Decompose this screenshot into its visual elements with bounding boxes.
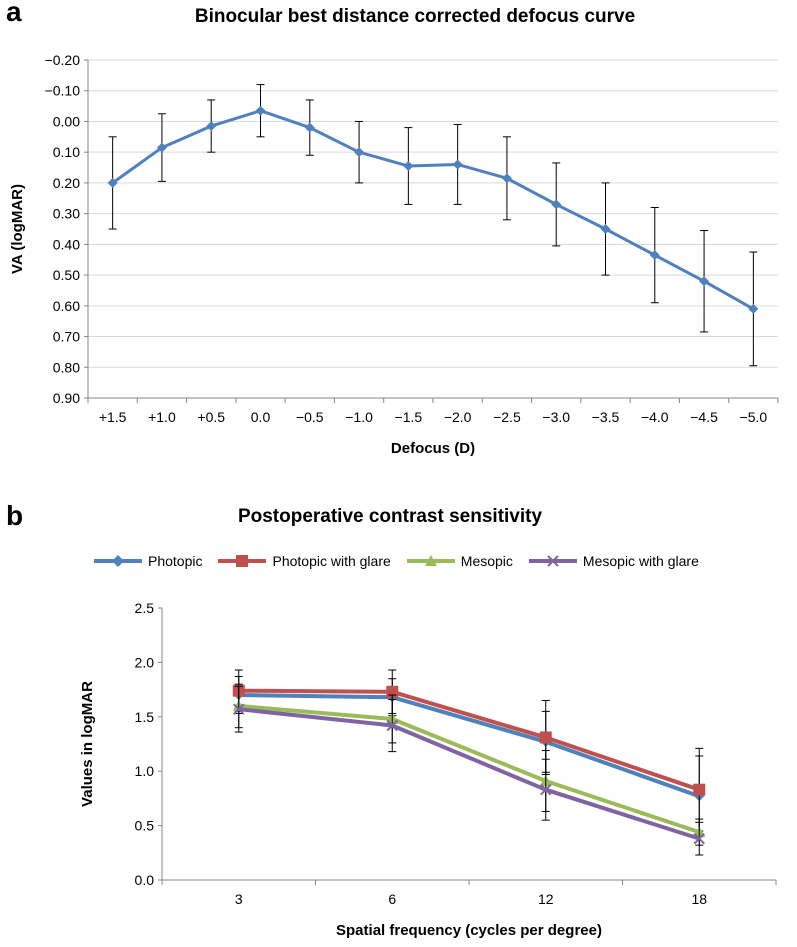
- chart-a-series-0-point: [699, 276, 710, 287]
- chart-a-x-tick-label: −4.0: [641, 409, 669, 425]
- chart-a-x-tick-label: −3.0: [542, 409, 570, 425]
- legend-label-photopic: Photopic: [148, 553, 203, 569]
- legend-item-photopic: Photopic: [94, 553, 202, 569]
- chart-b-series-1-point: [539, 731, 552, 744]
- chart-b-y-tick-label: 2.5: [135, 600, 155, 616]
- chart-b-legend: Photopic Photopic with glare Mesopic Mes…: [94, 550, 715, 572]
- chart-a-x-tick-label: −1.5: [395, 409, 423, 425]
- chart-a-x-tick-label: −5.0: [740, 409, 768, 425]
- legend-swatch-mesopic-glare: [528, 555, 577, 567]
- chart-a-x-tick-label: −3.5: [592, 409, 620, 425]
- chart-b-series-1-line: [238, 688, 700, 792]
- chart-a-title: Binocular best distance corrected defocu…: [194, 6, 636, 27]
- chart-a-y-tick-label: 0.50: [53, 267, 80, 283]
- chart-a-y-tick-label: −0.20: [45, 52, 81, 68]
- chart-a-y-axis-title: VA (logMAR): [9, 184, 26, 274]
- chart-b-x-tick-label: 12: [538, 891, 554, 907]
- chart-b-series-1-point: [693, 783, 706, 796]
- legend-item-mesopic: Mesopic: [406, 553, 513, 569]
- chart-a-y-tick-label: 0.20: [53, 175, 80, 191]
- chart-a-y-tick-label: 0.70: [53, 329, 80, 345]
- chart-b-series-3-point: [386, 719, 398, 732]
- chart-b-y-axis-title: Values in logMAR: [79, 681, 96, 807]
- chart-b-series-0-line: [238, 693, 700, 799]
- chart-b-series-2-line: [238, 703, 700, 835]
- chart-a-series-0-point: [107, 177, 118, 188]
- chart-a-series-0-point: [403, 161, 414, 172]
- chart-a-series-0-line: [111, 109, 755, 311]
- legend-label-mesopic-glare: Mesopic with glare: [582, 553, 699, 569]
- legend-swatch-photopic: [94, 555, 142, 567]
- chart-b-y-tick-label: 1.5: [135, 709, 155, 725]
- chart-b-y-tick-label: 1.0: [135, 763, 155, 779]
- chart-b-series-3-point: [693, 832, 705, 845]
- chart-a-series-0-point: [649, 250, 660, 261]
- chart-a-x-tick-label: −4.5: [690, 409, 718, 425]
- chart-b-x-tick-label: 6: [388, 891, 396, 907]
- chart-b-x-tick-label: 3: [235, 891, 243, 907]
- chart-b-series-3-point: [233, 703, 245, 715]
- chart-b-x-tick-label: 18: [691, 891, 707, 907]
- legend-label-photopic-glare: Photopic with glare: [272, 553, 391, 569]
- chart-a-series-0-point: [600, 224, 611, 234]
- legend-item-photopic-glare: Photopic with glare: [218, 553, 391, 569]
- chart-b-series-3-point: [540, 783, 552, 796]
- chart-b-series-3-line: [238, 707, 700, 841]
- chart-a-y-tick-label: 0.80: [53, 359, 80, 375]
- chart-a-x-tick-label: +1.5: [99, 409, 127, 425]
- chart-a-x-tick-label: −2.5: [493, 409, 521, 425]
- chart-b-title: Postoperative contrast sensitivity: [237, 506, 543, 527]
- legend-swatch-photopic-glare: [218, 555, 267, 567]
- legend-item-mesopic-glare: Mesopic with glare: [528, 553, 699, 569]
- chart-b-y-tick-label: 2.0: [135, 654, 155, 670]
- chart-a-series-0-point: [452, 159, 463, 170]
- legend-swatch-mesopic: [406, 555, 455, 566]
- chart-a-x-tick-label: 0.0: [251, 409, 271, 425]
- chart-a-x-tick-label: −1.0: [345, 409, 373, 425]
- chart-b-y-tick-label: 0.5: [135, 818, 155, 834]
- panel-b-letter: b: [6, 500, 24, 531]
- chart-a-series-0-point: [156, 142, 167, 153]
- chart-a-series-0-point: [255, 105, 266, 116]
- chart-a-x-tick-label: −2.0: [444, 409, 472, 425]
- legend-label-mesopic: Mesopic: [460, 553, 513, 569]
- chart-a-series-0-point: [206, 121, 217, 132]
- chart-a-x-tick-label: +1.0: [148, 409, 176, 425]
- chart-a-series-0-point: [551, 199, 562, 210]
- chart-a-y-tick-label: 0.90: [53, 390, 80, 406]
- chart-a-series-0-point: [304, 122, 315, 133]
- chart-a-y-tick-label: 0.30: [53, 206, 80, 222]
- chart-a-series-0-point: [748, 303, 759, 314]
- chart-a-x-tick-label: −0.5: [296, 409, 324, 425]
- chart-a-y-tick-label: 0.10: [53, 144, 80, 160]
- chart-a-y-tick-label: 0.60: [53, 298, 80, 314]
- chart-a-y-tick-label: 0.00: [53, 113, 80, 129]
- chart-b-y-tick-label: 0.0: [135, 872, 155, 888]
- chart-b-x-axis-title: Spatial frequency (cycles per degree): [336, 922, 602, 939]
- chart-a-x-axis-title: Defocus (D): [391, 440, 475, 457]
- chart-a-y-tick-label: 0.40: [53, 236, 80, 252]
- chart-a-y-tick-label: −0.10: [45, 83, 81, 99]
- chart-a-x-tick-label: +0.5: [197, 409, 225, 425]
- panel-a-letter: a: [6, 0, 22, 27]
- chart-a-series-0-point: [354, 147, 365, 158]
- chart-a-series-0-point: [501, 173, 512, 184]
